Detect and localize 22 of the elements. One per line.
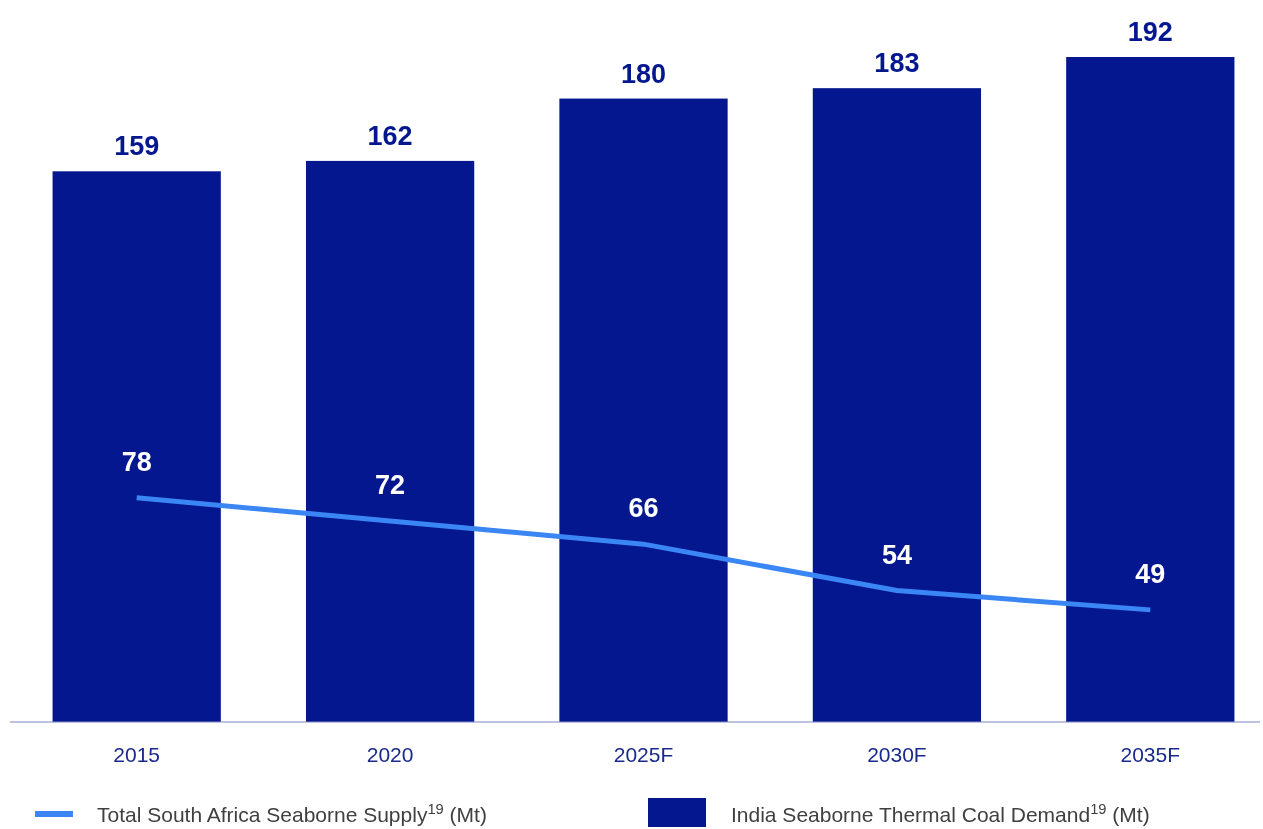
data-label: 162 <box>367 120 413 151</box>
x-tick-label: 2025F <box>613 743 674 766</box>
bar <box>559 98 728 722</box>
data-label: 159 <box>114 131 160 162</box>
bar <box>305 160 475 722</box>
bar <box>1066 57 1235 722</box>
legend-label: India Seaborne Thermal Coal Demand$^{19}$ (Mt) <box>731 801 1150 826</box>
data-label: 192 <box>1127 17 1173 47</box>
x-tick-label: 2015 <box>113 743 161 766</box>
bar <box>812 88 982 722</box>
x-tick-label: 2020 <box>366 743 414 766</box>
bar <box>52 171 221 722</box>
data-label: 78 <box>121 446 152 477</box>
data-label: 180 <box>620 58 667 89</box>
legend-label: Total South Africa Seaborne Supply$^{19}$ (Mt) <box>97 801 487 826</box>
data-label: 66 <box>628 493 659 524</box>
data-label: 54 <box>881 539 912 570</box>
x-tick-label: 2030F <box>867 743 927 766</box>
data-label: 72 <box>375 469 406 500</box>
x-tick-label: 2035F <box>1120 743 1181 766</box>
data-label: 183 <box>874 48 920 79</box>
data-label: 49 <box>1135 558 1166 589</box>
